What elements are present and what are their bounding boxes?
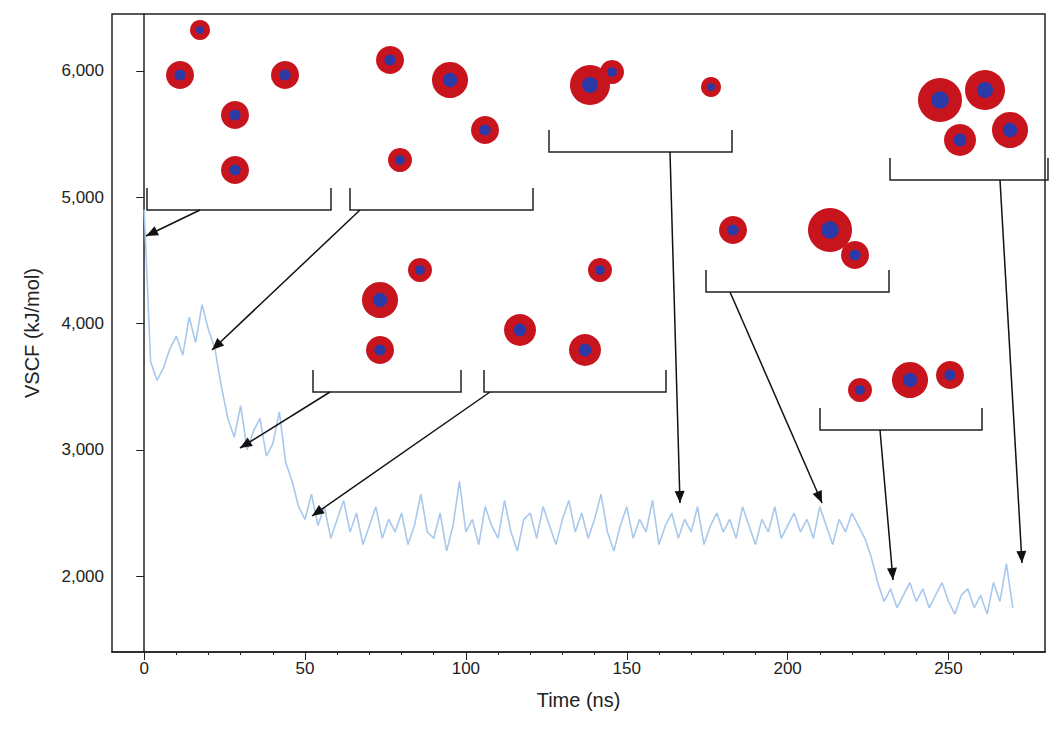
svg-text:50: 50 <box>296 659 315 678</box>
svg-text:6,000: 6,000 <box>61 61 104 80</box>
svg-text:VSCF (kJ/mol): VSCF (kJ/mol) <box>21 268 43 398</box>
svg-text:200: 200 <box>773 659 801 678</box>
svg-text:250: 250 <box>934 659 962 678</box>
svg-text:Time (ns): Time (ns) <box>537 689 621 711</box>
svg-text:100: 100 <box>452 659 480 678</box>
svg-text:3,000: 3,000 <box>61 440 104 459</box>
svg-text:2,000: 2,000 <box>61 567 104 586</box>
svg-text:4,000: 4,000 <box>61 314 104 333</box>
svg-text:150: 150 <box>613 659 641 678</box>
svg-text:0: 0 <box>139 659 148 678</box>
svg-text:5,000: 5,000 <box>61 188 104 207</box>
